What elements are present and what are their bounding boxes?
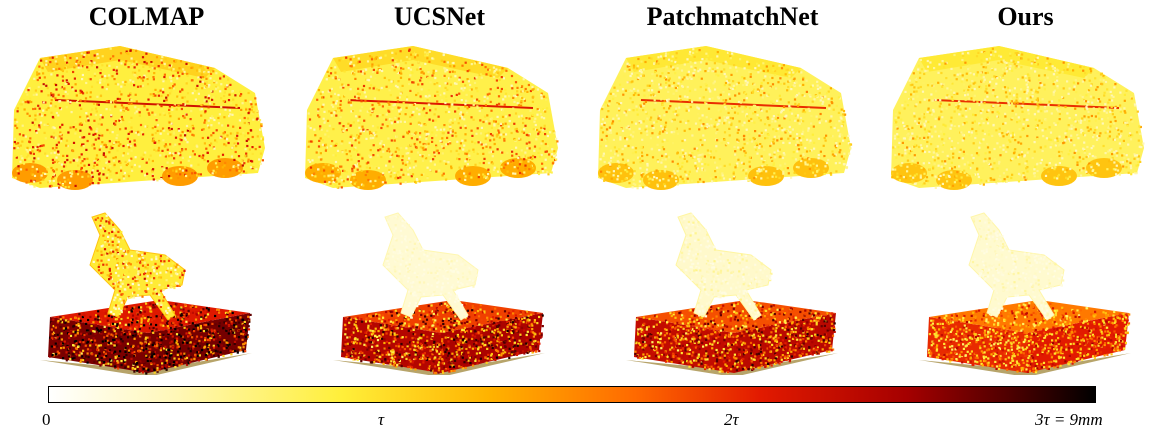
colorbar-tick-tau: τ	[378, 410, 385, 429]
train-reconstruction	[879, 38, 1172, 208]
train-reconstruction	[293, 38, 586, 208]
column-ucsnet: UCSNet	[293, 0, 586, 375]
error-colorbar	[48, 386, 1096, 403]
horse-reconstruction	[0, 205, 293, 375]
colorbar-tick-3tau: 3τ = 9mm	[1035, 410, 1103, 429]
colorbar-tick-2tau: 2τ	[724, 410, 739, 429]
colorbar-tick-0: 0	[42, 410, 51, 429]
train-reconstruction	[0, 38, 293, 208]
column-ours: Ours	[879, 0, 1172, 375]
method-title: PatchmatchNet	[646, 2, 819, 31]
method-title: UCSNet	[394, 2, 485, 31]
column-patchmatchnet: PatchmatchNet	[586, 0, 879, 375]
train-reconstruction	[586, 38, 879, 208]
method-title: Ours	[997, 2, 1054, 31]
horse-reconstruction	[879, 205, 1172, 375]
horse-reconstruction	[293, 205, 586, 375]
horse-reconstruction	[586, 205, 879, 375]
method-title: COLMAP	[88, 2, 205, 31]
column-colmap: COLMAP	[0, 0, 293, 375]
